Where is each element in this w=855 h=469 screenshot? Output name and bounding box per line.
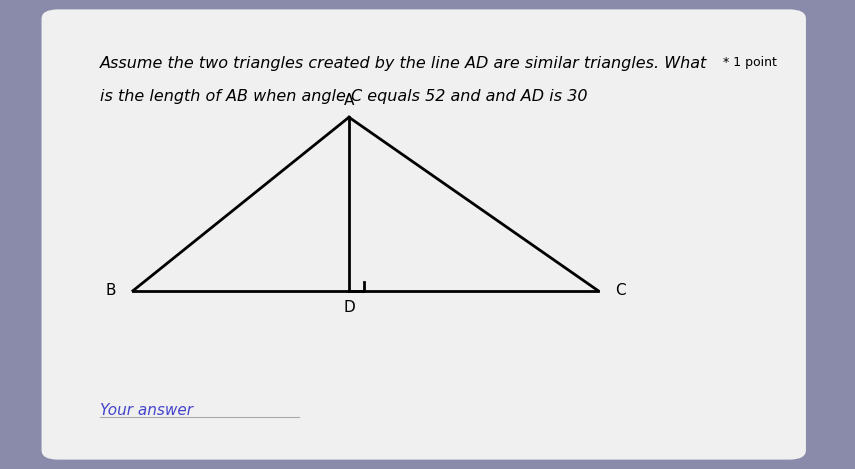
Text: Your answer: Your answer (100, 403, 192, 418)
Text: is the length of AB when angle C equals 52 and and AD is 30: is the length of AB when angle C equals … (100, 89, 587, 104)
Text: B: B (106, 283, 116, 298)
Text: * 1 point: * 1 point (722, 56, 776, 69)
Text: C: C (615, 283, 626, 298)
Text: D: D (343, 300, 355, 315)
Text: Assume the two triangles created by the line AD are similar triangles. What: Assume the two triangles created by the … (100, 56, 707, 71)
FancyBboxPatch shape (42, 9, 806, 460)
Text: A: A (344, 93, 354, 108)
